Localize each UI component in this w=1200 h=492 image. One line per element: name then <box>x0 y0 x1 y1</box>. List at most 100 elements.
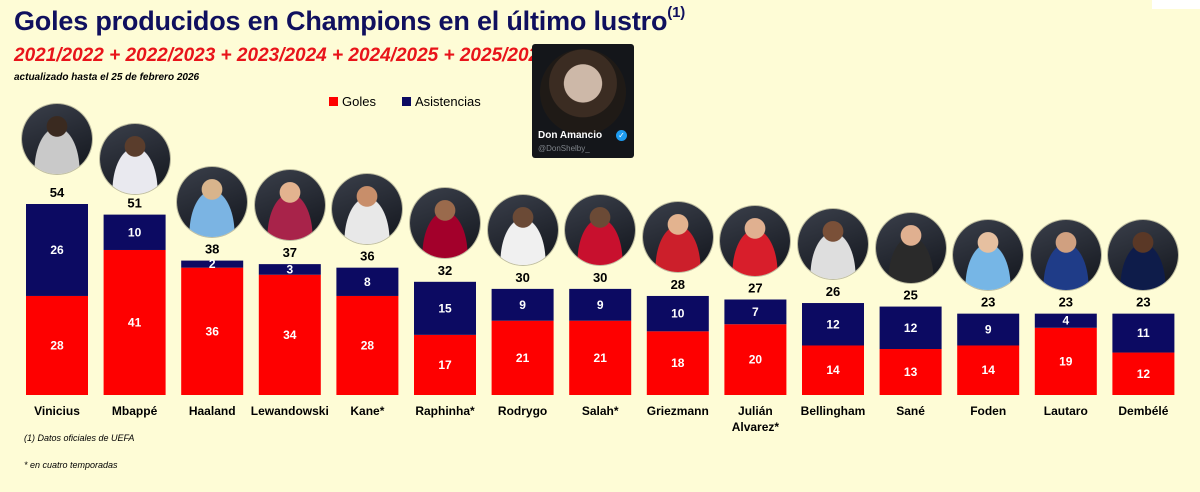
bar-goles-10 <box>802 345 864 395</box>
bar-label-goles-14: 12 <box>1137 367 1151 381</box>
kane-photo <box>332 173 403 244</box>
lewandowski-photo <box>254 170 325 241</box>
legend-label-goles: Goles <box>342 94 376 109</box>
bar-label-asistencias-13: 4 <box>1062 314 1069 328</box>
footnote-source: (1) Datos oficiales de UEFA <box>24 433 135 443</box>
category-label-13: Lautaro <box>1044 404 1088 418</box>
bar-label-goles-2: 36 <box>206 324 220 338</box>
bar-label-goles-12: 14 <box>982 363 996 377</box>
category-label-5: Raphinha* <box>415 404 475 418</box>
total-label-3: 37 <box>283 245 297 260</box>
category-label-9: Julián <box>738 404 773 418</box>
bar-label-asistencias-7: 9 <box>597 298 604 312</box>
haaland-photo <box>177 166 248 237</box>
bar-goles-0 <box>26 295 88 395</box>
bar-label-goles-1: 41 <box>128 315 142 329</box>
bar-goles-4 <box>336 295 399 395</box>
total-label-13: 23 <box>1059 295 1073 310</box>
bar-asistencias-6 <box>491 288 554 321</box>
bar-goles-8 <box>646 331 709 395</box>
bar-asistencias-12 <box>957 313 1020 346</box>
footnote-asterisk: * en cuatro temporadas <box>24 460 118 470</box>
bar-label-goles-6: 21 <box>516 351 530 365</box>
bar-label-goles-5: 17 <box>438 358 452 372</box>
alvarez-photo <box>720 205 791 276</box>
total-label-6: 30 <box>515 270 529 285</box>
dembele-photo <box>1108 219 1179 290</box>
bar-label-goles-3: 34 <box>283 328 297 342</box>
bar-asistencias-3 <box>258 264 321 275</box>
bar-goles-1 <box>103 249 166 395</box>
category-label-8: Griezmann <box>647 404 709 418</box>
bar-label-goles-8: 18 <box>671 356 685 370</box>
bar-goles-3 <box>258 274 321 395</box>
bar-label-asistencias-5: 15 <box>438 301 452 315</box>
total-label-8: 28 <box>671 277 685 292</box>
category-label-4: Kane* <box>350 404 384 418</box>
bar-label-goles-9: 20 <box>749 353 763 367</box>
total-label-0: 54 <box>50 185 65 200</box>
bar-asistencias-7 <box>569 288 632 321</box>
title-footnote-mark: (1) <box>667 4 686 21</box>
griezmann-photo <box>642 201 713 272</box>
bar-label-goles-13: 19 <box>1059 354 1073 368</box>
total-label-1: 51 <box>127 196 141 211</box>
bar-goles-7 <box>569 320 632 395</box>
bar-goles-2 <box>181 267 244 395</box>
sane-photo <box>875 212 946 283</box>
bar-goles-13 <box>1034 327 1097 395</box>
bar-asistencias-14 <box>1112 313 1175 353</box>
bar-label-goles-10: 14 <box>826 363 840 377</box>
bar-asistencias-9 <box>724 299 787 325</box>
lautaro-photo <box>1030 219 1101 290</box>
bar-label-asistencias-0: 26 <box>50 243 64 257</box>
bar-label-asistencias-12: 9 <box>985 323 992 337</box>
bar-goles-5 <box>414 334 476 395</box>
total-label-9: 27 <box>748 281 762 296</box>
total-label-11: 25 <box>903 288 917 303</box>
category-label-3: Lewandowski <box>251 404 329 418</box>
bar-label-asistencias-8: 10 <box>671 307 685 321</box>
corner-white-box <box>1152 0 1200 9</box>
bar-goles-11 <box>879 349 942 395</box>
total-label-14: 23 <box>1136 295 1150 310</box>
category-label-2: Haaland <box>189 404 236 418</box>
category-label-10: Bellingham <box>801 404 866 418</box>
bar-label-goles-11: 13 <box>904 365 918 379</box>
category-label-6: Rodrygo <box>498 404 547 418</box>
salah-photo <box>565 194 636 265</box>
mbappe-photo <box>99 124 170 194</box>
chart-legend: Goles Asistencias <box>329 94 507 109</box>
bar-label-asistencias-2: 2 <box>209 257 216 271</box>
category-label-14: Dembélé <box>1118 404 1168 418</box>
watermark-name: Don Amancio <box>538 130 603 141</box>
bellingham-photo <box>798 209 868 280</box>
total-label-5: 32 <box>438 263 452 278</box>
vinicius-photo <box>22 104 92 174</box>
verified-check-icon: ✓ <box>616 130 627 141</box>
raphinha-photo <box>410 187 480 258</box>
bar-asistencias-4 <box>336 267 399 296</box>
watermark-badge: Don Amancio ✓ @DonShelby_ <box>532 44 634 158</box>
total-label-4: 36 <box>360 249 374 264</box>
bar-goles-9 <box>724 324 787 395</box>
foden-photo <box>953 219 1024 290</box>
bar-label-goles-7: 21 <box>594 351 608 365</box>
bar-label-asistencias-11: 12 <box>904 321 918 335</box>
rodrygo-photo <box>487 194 558 265</box>
bar-goles-6 <box>491 320 554 395</box>
legend-label-asistencias: Asistencias <box>414 94 481 109</box>
category-label-7: Salah* <box>582 404 619 418</box>
bar-goles-12 <box>957 345 1020 395</box>
bar-asistencias-2 <box>181 260 244 268</box>
bar-label-asistencias-9: 7 <box>752 305 759 319</box>
legend-swatch-asistencias <box>401 97 411 106</box>
page-title: Goles producidos en Champions en el últi… <box>14 4 686 37</box>
category-label-0: Vinicius <box>34 404 80 418</box>
category-label-1: Mbappé <box>112 404 158 418</box>
bar-label-asistencias-14: 11 <box>1137 326 1150 340</box>
bar-asistencias-10 <box>802 303 864 346</box>
updated-note: actualizado hasta el 25 de febrero 2026 <box>14 72 200 83</box>
bar-asistencias-5 <box>414 281 476 335</box>
